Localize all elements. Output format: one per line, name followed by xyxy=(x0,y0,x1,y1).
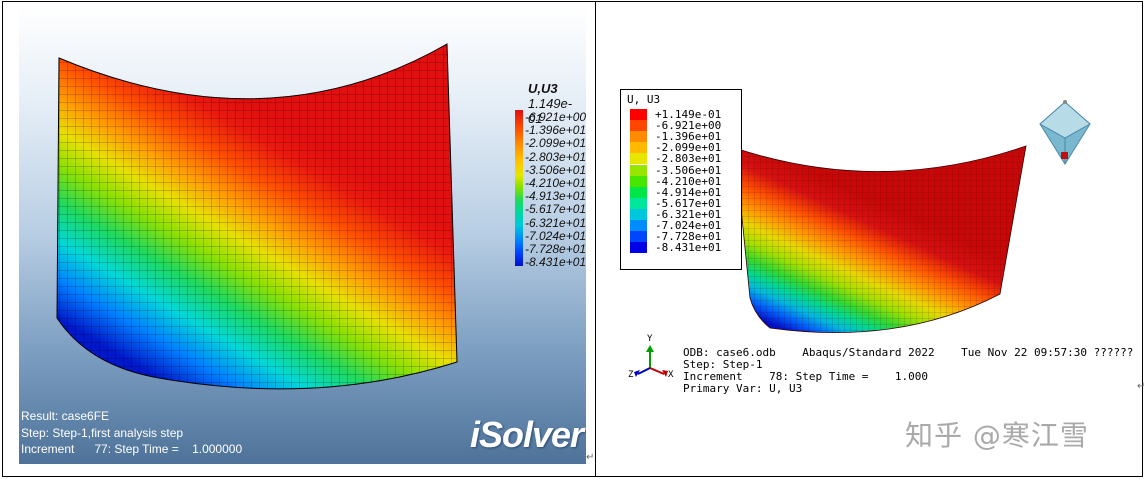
legend-label: -2.803e+01 xyxy=(655,152,722,166)
left-legend-tick: -6.321e+01 xyxy=(525,215,586,230)
legend-swatch xyxy=(630,109,647,120)
axis-z-label: Z xyxy=(628,370,634,380)
left-increment-label: Increment 77: Step Time = 1.000000 xyxy=(21,442,243,456)
legend-label: -3.506e+01 xyxy=(655,163,722,177)
abaqus-legend: U, U3 +1.149e-01 -6.921e+00 -1.396e+01 -2.0… xyxy=(620,89,742,270)
legend-swatch xyxy=(630,220,647,231)
left-legend-tick: -2.099e+01 xyxy=(525,136,586,151)
legend-label: +1.149e-01 xyxy=(655,108,722,121)
axis-y-label: Y xyxy=(647,334,653,344)
left-legend-tick: -5.617e+01 xyxy=(525,202,586,217)
legend-swatch xyxy=(630,142,647,154)
left-legend-tick: -7.024e+01 xyxy=(525,228,586,243)
isolver-viewport[interactable]: U,U3 1.149e-01 -6.921e+00 -1.396e+01 -2.09… xyxy=(19,6,586,464)
abaqus-odb-label: ODB: case6.odb Abaqus/Standard 2022 Tue … xyxy=(683,346,1137,359)
paragraph-mark: ↵ xyxy=(586,452,595,463)
zhihu-watermark: 知乎 @寒江雪 xyxy=(905,419,1089,452)
legend-label: -6.921e+00 xyxy=(655,119,722,133)
axis-x-label: X xyxy=(668,370,674,380)
legend-label: -6.321e+01 xyxy=(655,207,722,221)
left-step-label: Step: Step-1,first analysis step xyxy=(21,426,184,440)
left-legend-tick: -4.210e+01 xyxy=(525,176,586,190)
legend-label: -4.210e+01 xyxy=(655,174,722,188)
legend-swatch xyxy=(630,186,647,198)
table-divider xyxy=(595,1,596,477)
abaqus-viewport[interactable]: U, U3 +1.149e-01 -6.921e+00 -1.396e+01 -2.0… xyxy=(610,78,1137,394)
isolver-contour-plot xyxy=(56,43,458,390)
left-legend-tick: -4.913e+01 xyxy=(525,189,586,204)
abaqus-step-label: Step: Step-1 xyxy=(683,358,763,371)
left-legend-title: U,U3 xyxy=(528,81,558,96)
legend-label: -2.099e+01 xyxy=(655,141,722,155)
axis-triad-icon xyxy=(634,345,668,377)
legend-label: -8.431e+01 xyxy=(655,241,722,255)
legend-label: -7.024e+01 xyxy=(655,219,722,232)
abaqus-contour-plot xyxy=(634,100,1091,377)
legend-swatch xyxy=(630,120,647,132)
paragraph-mark: ↵ xyxy=(1137,381,1145,392)
legend-swatch xyxy=(630,131,647,143)
legend-swatch xyxy=(630,153,647,165)
left-legend-max: 1.149e-01 xyxy=(528,96,573,126)
legend-label: -5.617e+01 xyxy=(655,196,722,210)
left-legend-tick: -1.396e+01 xyxy=(525,123,586,138)
view-triad-icon xyxy=(1039,100,1091,165)
left-legend-tick: -7.728e+01 xyxy=(525,242,586,256)
legend-swatch xyxy=(630,208,647,220)
legend-swatch xyxy=(630,242,647,254)
abaqus-legend-title: U, U3 xyxy=(627,93,661,106)
isolver-logo: iSolver xyxy=(470,414,584,455)
abaqus-primary-var-label: Primary Var: U, U3 xyxy=(683,382,803,394)
legend-label: -1.396e+01 xyxy=(655,130,722,144)
left-legend-tick: -8.431e+01 xyxy=(525,255,586,270)
abaqus-increment-label: Increment 78: Step Time = 1.000 xyxy=(683,370,929,383)
left-legend-tick: -6.921e+00 xyxy=(525,110,586,124)
left-legend-colorbar xyxy=(515,110,523,266)
legend-label: -4.914e+01 xyxy=(655,185,722,199)
legend-swatch xyxy=(630,175,647,187)
legend-label: -7.728e+01 xyxy=(655,230,722,244)
legend-swatch xyxy=(630,164,647,176)
legend-swatch xyxy=(630,231,647,243)
left-result-label: Result: case6FE xyxy=(21,409,110,423)
legend-swatch xyxy=(630,197,647,209)
left-legend-tick: -2.803e+01 xyxy=(525,149,586,164)
left-legend-tick: -3.506e+01 xyxy=(525,162,586,177)
